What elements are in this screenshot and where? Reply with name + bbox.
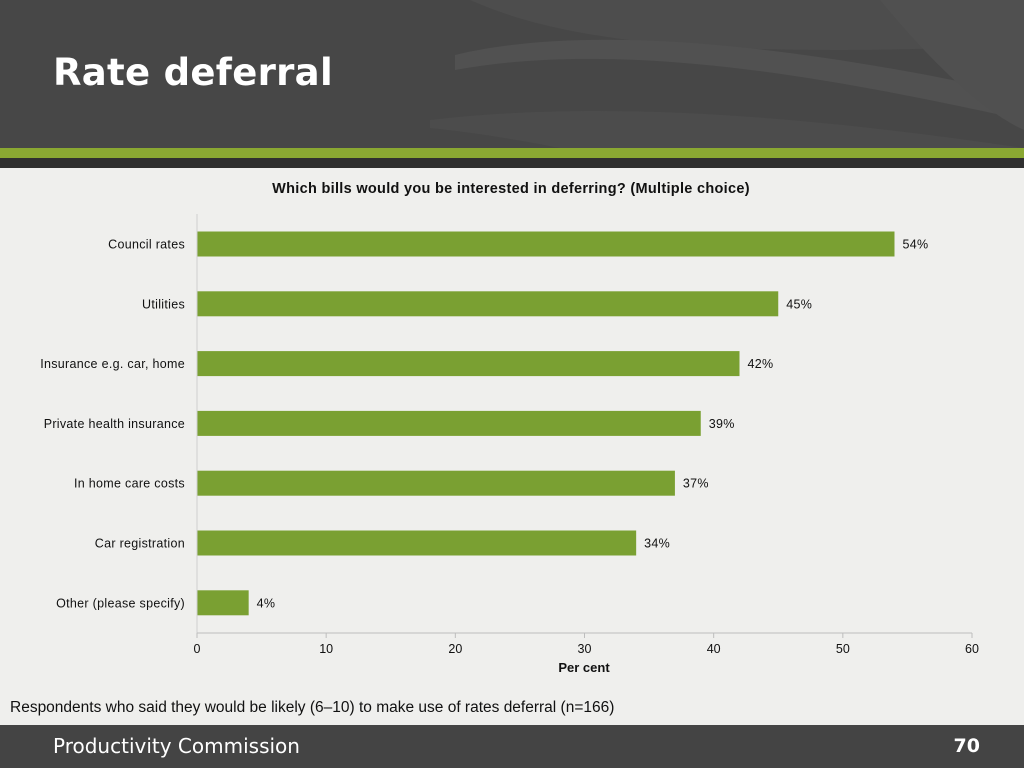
category-label: Other (please specify) [56,596,185,610]
bar-4 [197,470,675,496]
data-label: 4% [257,596,276,610]
data-label: 54% [903,238,929,252]
category-label: Car registration [95,537,185,551]
x-tick-label: 10 [319,642,333,656]
data-label: 42% [748,357,774,371]
slide-title: Rate deferral [53,51,333,94]
bar-1 [197,291,779,317]
x-axis-label: Per cent [558,660,610,675]
organisation-name: Productivity Commission [53,734,300,758]
chart-note: Respondents who said they would be likel… [10,699,615,716]
bar-3 [197,410,701,436]
category-label: Private health insurance [44,417,185,431]
chart-title: Which bills would you be interested in d… [272,181,750,197]
bar-chart: Which bills would you be interested in d… [40,181,979,675]
x-tick-label: 60 [965,642,979,656]
divider-stripe [0,158,1024,168]
bar-5 [197,530,637,556]
data-label: 39% [709,417,735,431]
page-number: 70 [953,735,980,757]
bar-0 [197,231,895,257]
category-label: Council rates [108,238,185,252]
category-label: In home care costs [74,477,185,491]
x-tick-label: 30 [578,642,592,656]
x-tick-label: 40 [707,642,721,656]
x-axis: 0 10 20 30 40 50 60 [194,214,979,656]
data-label: 37% [683,477,709,491]
chart-bars: Council rates 54% Utilities 45% Insurance e.… [40,231,929,616]
bar-2 [197,351,740,377]
accent-stripe [0,148,1024,158]
header-decoration [430,0,1024,148]
category-label: Utilities [142,297,185,311]
x-tick-label: 20 [448,642,462,656]
x-tick-label: 0 [194,642,201,656]
data-label: 45% [786,297,812,311]
slide-header: Rate deferral [0,0,1024,148]
bar-6 [197,590,249,616]
x-tick-label: 50 [836,642,850,656]
category-label: Insurance e.g. car, home [40,357,185,371]
data-label: 34% [644,537,670,551]
slide-footer: Productivity Commission 70 [0,725,1024,768]
